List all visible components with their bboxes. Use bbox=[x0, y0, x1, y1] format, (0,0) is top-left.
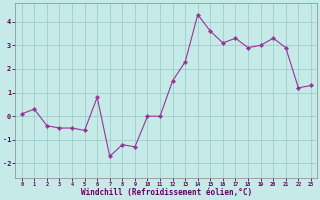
X-axis label: Windchill (Refroidissement éolien,°C): Windchill (Refroidissement éolien,°C) bbox=[81, 188, 252, 197]
